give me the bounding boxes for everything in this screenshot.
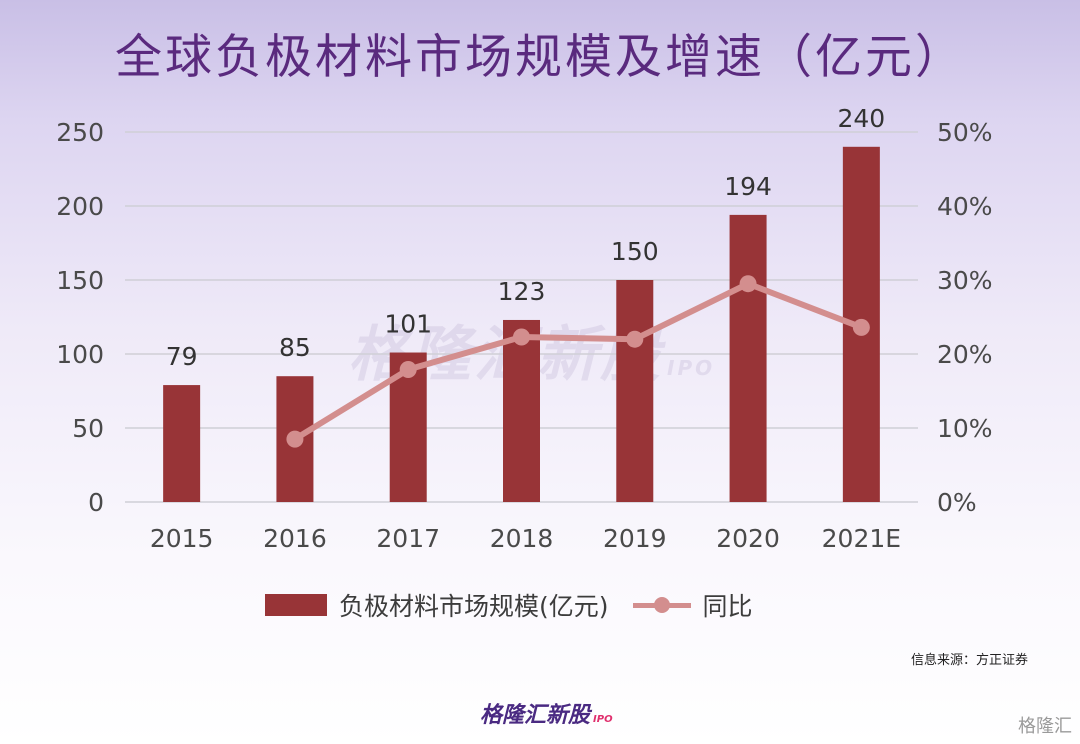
- bar-data-label: 123: [498, 277, 546, 306]
- growth-point: [852, 318, 870, 336]
- y-left-tick-label: 100: [56, 340, 104, 369]
- y-left-tick-label: 0: [88, 488, 104, 517]
- growth-point: [739, 275, 757, 293]
- y-right-tick-label: 0%: [937, 488, 977, 517]
- bar: [616, 280, 654, 502]
- y-left-tick-label: 250: [56, 118, 104, 147]
- x-tick-label: 2017: [376, 524, 440, 553]
- legend-swatch-line: [632, 594, 691, 616]
- bar: [729, 214, 767, 502]
- x-tick-label: 2020: [716, 524, 780, 553]
- bar-data-label: 85: [279, 333, 311, 362]
- y-right-tick-label: 10%: [937, 414, 993, 443]
- bar: [503, 319, 540, 502]
- y-right-tick-label: 50%: [937, 118, 993, 147]
- growth-point: [626, 330, 644, 348]
- source-note: 信息来源：方正证券: [910, 653, 1028, 668]
- y-right-tick-label: 20%: [937, 340, 993, 369]
- bar-data-label: 194: [724, 172, 772, 201]
- legend-label-bar: 负极材料市场规模(亿元): [339, 592, 609, 621]
- chart-title: 全球负极材料市场规模及增速（亿元）: [115, 30, 965, 85]
- x-tick-label: 2016: [263, 524, 327, 553]
- x-tick-label: 2019: [603, 524, 667, 553]
- y-left-tick-label: 200: [56, 192, 104, 221]
- corner-logo-text: 格隆汇: [1018, 716, 1072, 737]
- y-right-tick-label: 40%: [937, 192, 993, 221]
- x-tick-label: 2021E: [822, 524, 901, 553]
- growth-point: [513, 328, 530, 346]
- x-tick-label: 2018: [490, 524, 554, 553]
- y-left-tick-label: 150: [56, 266, 104, 295]
- x-tick-label: 2015: [150, 524, 214, 553]
- bar: [163, 385, 201, 502]
- y-left-tick-label: 50: [72, 414, 104, 443]
- corner-logo: 格隆汇: [1018, 712, 1072, 738]
- legend-label-line: 同比: [702, 592, 753, 621]
- legend-swatch-bar: [265, 594, 327, 616]
- bar-data-label: 101: [384, 310, 432, 339]
- bar-data-label: 150: [611, 237, 659, 266]
- legend: 负极材料市场规模(亿元) 同比: [265, 585, 753, 625]
- growth-point: [399, 361, 417, 379]
- brand-logo: 格隆汇新股 IPO: [480, 697, 613, 729]
- y-right-tick-label: 30%: [937, 266, 993, 295]
- bar-data-label: 79: [166, 342, 198, 371]
- brand-sub: IPO: [593, 714, 613, 725]
- growth-point: [286, 430, 304, 448]
- brand-text: 格隆汇新股: [480, 703, 591, 728]
- growth-line: [291, 280, 865, 443]
- bar-data-label: 240: [837, 104, 885, 133]
